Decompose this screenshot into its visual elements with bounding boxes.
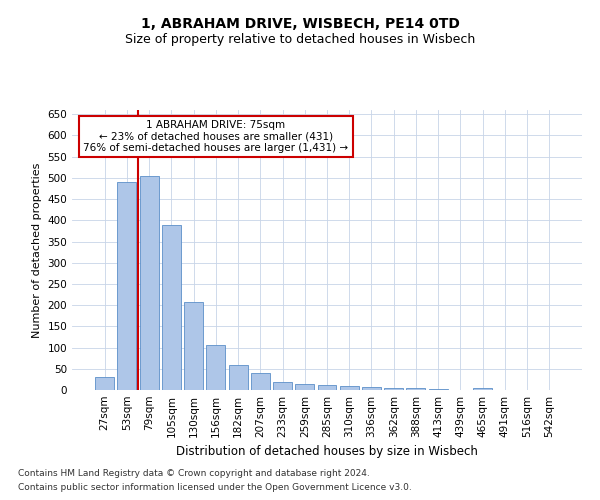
Bar [295, 384, 314, 390]
Bar [340, 386, 359, 390]
Bar [229, 364, 248, 390]
Text: Contains public sector information licensed under the Open Government Licence v3: Contains public sector information licen… [18, 484, 412, 492]
Text: Size of property relative to detached houses in Wisbech: Size of property relative to detached ho… [125, 32, 475, 46]
Bar [473, 388, 492, 390]
Bar [362, 388, 381, 390]
Bar [206, 346, 225, 390]
Text: 1, ABRAHAM DRIVE, WISBECH, PE14 0TD: 1, ABRAHAM DRIVE, WISBECH, PE14 0TD [140, 18, 460, 32]
Bar [140, 176, 158, 390]
Bar [251, 373, 270, 390]
Bar [273, 382, 292, 390]
Text: Contains HM Land Registry data © Crown copyright and database right 2024.: Contains HM Land Registry data © Crown c… [18, 468, 370, 477]
Bar [95, 378, 114, 390]
Bar [184, 302, 203, 390]
Bar [429, 389, 448, 390]
Y-axis label: Number of detached properties: Number of detached properties [32, 162, 42, 338]
X-axis label: Distribution of detached houses by size in Wisbech: Distribution of detached houses by size … [176, 446, 478, 458]
Text: 1 ABRAHAM DRIVE: 75sqm
← 23% of detached houses are smaller (431)
76% of semi-de: 1 ABRAHAM DRIVE: 75sqm ← 23% of detached… [83, 120, 349, 153]
Bar [162, 224, 181, 390]
Bar [384, 388, 403, 390]
Bar [406, 388, 425, 390]
Bar [118, 182, 136, 390]
Bar [317, 385, 337, 390]
